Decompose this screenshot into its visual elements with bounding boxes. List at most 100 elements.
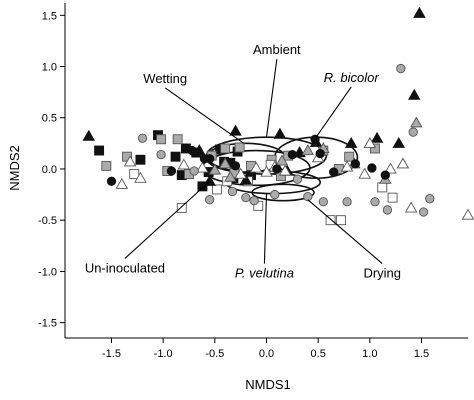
point-triangle bbox=[363, 136, 377, 148]
annotation-layer: Ambient Wetting R. bicolor Un-inoculated P. … bbox=[85, 42, 401, 280]
annotation-leader-line bbox=[124, 180, 211, 259]
annotation-label: P. velutina bbox=[235, 266, 294, 281]
point-triangle bbox=[224, 170, 237, 182]
y-tick-label: -1.5 bbox=[38, 318, 57, 330]
y-tick-label: 1.0 bbox=[42, 62, 57, 74]
x-axis-label: NMDS1 bbox=[245, 377, 291, 392]
point-square bbox=[156, 134, 167, 145]
x-tick-label: 0.0 bbox=[259, 348, 274, 360]
x-tick-label: -1.5 bbox=[102, 348, 121, 360]
annotation-leader-line bbox=[263, 193, 268, 264]
annotation-label: Wetting bbox=[143, 71, 187, 86]
point-triangle bbox=[196, 161, 209, 173]
x-tick-label: 1.5 bbox=[414, 348, 429, 360]
point-square bbox=[176, 202, 187, 213]
point-triangle bbox=[396, 157, 410, 169]
point-circle bbox=[382, 205, 393, 215]
point-square bbox=[344, 151, 355, 162]
point-square bbox=[370, 143, 380, 154]
annotation-label: R. bicolor bbox=[324, 70, 380, 85]
point-circle bbox=[230, 161, 241, 171]
annotation-leader-line bbox=[265, 59, 278, 138]
point-triangle bbox=[410, 116, 423, 128]
point-square bbox=[234, 142, 245, 153]
point-triangle bbox=[208, 163, 222, 175]
point-circle bbox=[342, 197, 352, 207]
point-circle bbox=[187, 145, 197, 156]
point-circle bbox=[318, 197, 328, 207]
point-triangle bbox=[249, 161, 263, 173]
point-triangle bbox=[358, 167, 371, 179]
point-square bbox=[170, 151, 181, 162]
point-circle bbox=[310, 134, 320, 144]
point-square bbox=[197, 181, 208, 192]
point-triangle bbox=[203, 174, 216, 186]
point-circle bbox=[241, 192, 251, 203]
point-circle bbox=[166, 166, 177, 176]
point-circle bbox=[329, 167, 339, 177]
y-tick-label: 0.5 bbox=[42, 113, 57, 125]
point-square bbox=[377, 182, 388, 193]
point-triangle bbox=[340, 160, 354, 172]
point-triangle bbox=[344, 136, 358, 148]
point-circle bbox=[205, 195, 215, 205]
point-circle bbox=[189, 166, 199, 176]
annotation-leader-line bbox=[164, 87, 245, 144]
point-square bbox=[276, 171, 286, 182]
point-triangle bbox=[229, 124, 242, 136]
point-circle bbox=[287, 149, 297, 160]
point-circle bbox=[156, 149, 166, 160]
point-layer bbox=[82, 6, 474, 226]
point-triangle bbox=[407, 88, 421, 100]
point-square bbox=[94, 145, 105, 156]
point-square bbox=[135, 154, 146, 165]
annotation-label: Drying bbox=[363, 266, 401, 281]
point-triangle bbox=[301, 144, 315, 156]
x-tick-label: -0.5 bbox=[205, 348, 224, 360]
annotation-leader-line bbox=[315, 86, 352, 138]
point-circle bbox=[106, 176, 117, 186]
y-tick-label: -1.0 bbox=[38, 266, 57, 278]
point-square bbox=[101, 160, 112, 171]
point-triangle bbox=[413, 6, 426, 18]
x-tick-label: 0.5 bbox=[311, 348, 326, 360]
annotation-label: Ambient bbox=[253, 42, 301, 57]
point-circle bbox=[367, 163, 377, 173]
point-circle bbox=[396, 63, 406, 74]
point-circle bbox=[315, 148, 325, 159]
point-circle bbox=[418, 207, 429, 217]
point-triangle bbox=[218, 157, 232, 169]
point-triangle bbox=[461, 208, 474, 220]
point-triangle bbox=[239, 173, 253, 185]
point-triangle bbox=[370, 131, 384, 143]
point-triangle bbox=[278, 164, 292, 176]
point-circle bbox=[370, 197, 380, 207]
point-triangle bbox=[234, 167, 247, 179]
x-tick-label: -1.0 bbox=[154, 348, 173, 360]
y-axis-label: NMDS2 bbox=[7, 145, 22, 191]
point-circle bbox=[303, 191, 313, 202]
point-square bbox=[211, 184, 222, 195]
point-circle bbox=[137, 133, 148, 143]
point-circle bbox=[408, 127, 418, 137]
point-square bbox=[172, 134, 183, 145]
point-circle bbox=[205, 154, 215, 164]
point-circle bbox=[249, 196, 259, 206]
point-square bbox=[129, 169, 140, 180]
point-triangle bbox=[123, 155, 137, 167]
y-tick-label: 0.0 bbox=[42, 164, 57, 176]
point-triangle bbox=[275, 154, 289, 166]
point-square bbox=[325, 215, 336, 226]
y-tick-label: -0.5 bbox=[38, 215, 57, 227]
point-square bbox=[220, 143, 231, 154]
point-square bbox=[335, 215, 346, 226]
x-tick-label: 1.0 bbox=[362, 348, 377, 360]
point-triangle bbox=[134, 171, 147, 183]
y-tick-label: 1.5 bbox=[42, 10, 57, 22]
point-square bbox=[387, 192, 398, 203]
point-triangle bbox=[273, 127, 287, 139]
point-circle bbox=[425, 194, 435, 204]
point-triangle bbox=[392, 136, 406, 148]
axis-layer: -1.5 -1.0 -0.5 0.0 0.5 1.0 1.5 -1.5 -1.0 -0.5 0.0 0… bbox=[38, 10, 429, 360]
ellipse bbox=[251, 183, 315, 202]
